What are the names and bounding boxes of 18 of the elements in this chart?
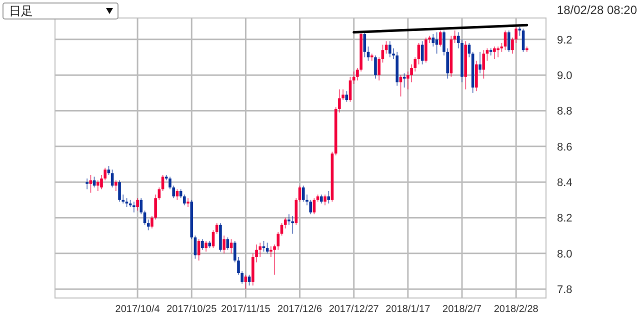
- x-tick-label: 2018/1/17: [386, 304, 431, 315]
- x-tick-label: 2017/12/27: [328, 304, 380, 315]
- y-tick-label: 9.2: [557, 34, 572, 46]
- x-tick-label: 2017/11/15: [221, 304, 271, 315]
- y-tick-label: 8.8: [557, 106, 572, 118]
- text: 18/02/28 08:20: [556, 3, 638, 17]
- x-tick-label: 2017/12/6: [278, 304, 322, 315]
- dropdown: 日足: [2, 2, 118, 20]
- y-tick-label: 9.0: [557, 70, 572, 82]
- y-tick-label: 8.0: [557, 248, 572, 260]
- x-tick-label: 2018/2/7: [442, 304, 482, 315]
- y-tick-label: 8.6: [557, 141, 572, 154]
- x-tick-label: 2018/2/28: [494, 304, 539, 315]
- x-tick-label: 2017/10/4: [115, 304, 160, 315]
- x-tick-label: 2017/10/25: [166, 304, 218, 315]
- y-tick-label: 7.8: [557, 284, 572, 296]
- y-tick-label: 8.4: [557, 176, 572, 189]
- y-tick-label: 8.2: [557, 212, 572, 225]
